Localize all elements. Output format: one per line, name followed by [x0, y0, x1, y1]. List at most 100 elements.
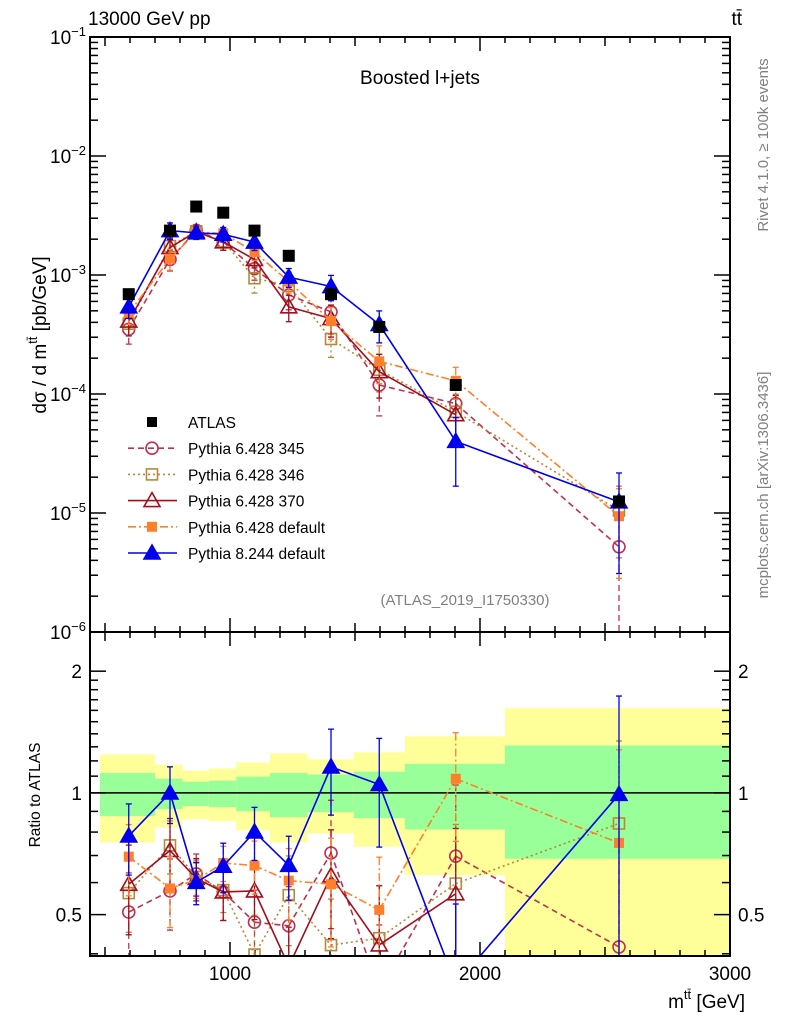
analysis-label: (ATLAS_2019_I1750330): [380, 592, 549, 609]
inner-band-bin: [270, 772, 308, 818]
x-tick-label: 1000: [209, 964, 251, 985]
ratio-series-line: [128, 766, 620, 956]
ratio-point: [326, 879, 336, 890]
y-tick-label: 10−4: [50, 381, 86, 406]
source-info-text: mcplots.cern.ch [arXiv:1306.3436]: [755, 372, 772, 599]
legend-marker: [147, 521, 157, 532]
legend-marker: [145, 441, 159, 456]
data-point: [186, 223, 206, 240]
ratio-point: [245, 822, 264, 839]
ratio-point: [446, 884, 466, 901]
x-tick-label: 3000: [709, 964, 751, 985]
series-line: [128, 231, 620, 517]
y-tick-label: 10−1: [50, 24, 86, 49]
legend-item: ATLAS: [147, 415, 236, 432]
x-label-unit: [GeV]: [691, 992, 745, 1013]
y-tick-exponent: −6: [71, 619, 86, 634]
atlas-data: [122, 200, 625, 508]
ratio-panel-frame: [89, 631, 731, 957]
ratio-point: [374, 904, 385, 915]
atlas-point: [164, 224, 176, 237]
y-label-sup: tt̄: [25, 336, 40, 344]
inner-band-bin: [405, 763, 505, 830]
y-tick-label: 10−3: [50, 262, 86, 287]
ratio-axis-label: Ratio to ATLAS: [27, 743, 44, 848]
data-point: [165, 253, 175, 264]
y-tick-base: 10: [50, 266, 71, 287]
legend-label: Pythia 6.428 345: [188, 441, 304, 458]
ratio-tick-label-right: 0.5: [738, 906, 764, 927]
data-point: [245, 249, 264, 267]
x-label-sup: tt̄: [684, 987, 692, 1002]
ratio-tick-label-left: 1: [71, 784, 82, 805]
ratio-point: [369, 935, 389, 952]
legend-label: ATLAS: [188, 415, 236, 432]
data-point: [446, 431, 466, 449]
ratio-point: [450, 773, 461, 784]
y-tick-base: 10: [50, 147, 71, 168]
y-label-unit: [pb/GeV]: [30, 256, 51, 336]
data-point: [369, 362, 389, 379]
ratio-uncertainty-bands: [100, 708, 730, 956]
svg-text:dσ / d mtt̄ [pb/GeV]: dσ / d mtt̄ [pb/GeV]: [25, 256, 51, 413]
y-tick-exponent: −2: [71, 143, 86, 158]
series-line: [128, 230, 620, 512]
y-tick-exponent: −5: [71, 500, 86, 515]
ratio-label: Ratio to ATLAS: [27, 743, 44, 848]
legend-marker: [145, 468, 159, 481]
data-point: [279, 267, 299, 284]
ratio-point: [213, 882, 233, 899]
ratio-point: [321, 757, 341, 774]
y-tick-exponent: −3: [71, 262, 86, 277]
atlas-point: [248, 224, 261, 237]
ratio-point: [369, 774, 389, 792]
inner-band-bin: [182, 781, 209, 807]
source-info: mcplots.cern.ch [arXiv:1306.3436]: [755, 372, 772, 599]
main-panel-frame: [89, 36, 731, 633]
series-line: [128, 229, 620, 503]
data-point: [279, 297, 299, 314]
beam-label: 13000 GeV pp: [88, 9, 211, 30]
ratio-tick-label-right: 1: [738, 784, 749, 805]
x-axis-label: mtt̄ [GeV]: [668, 987, 745, 1013]
ratio-point: [248, 948, 261, 956]
ratio-tick-label-left: 2: [71, 662, 82, 683]
atlas-point: [449, 379, 462, 392]
inner-band-bin: [100, 772, 155, 817]
y-tick-exponent: −4: [71, 381, 86, 396]
ratio-series-line: [128, 822, 620, 955]
ratio-series-line: [128, 852, 620, 956]
process-label: tt̄: [731, 9, 742, 30]
legend-item: Pythia 6.428 345: [128, 441, 304, 458]
ratio-point: [245, 881, 264, 898]
ratio-series-4: [119, 695, 629, 956]
legend-item: Pythia 6.428 346: [128, 467, 304, 484]
atlas-point: [217, 206, 230, 219]
legend-marker: [147, 417, 157, 427]
legend-label: Pythia 6.428 346: [188, 467, 304, 484]
x-tick-label: 2000: [459, 964, 501, 985]
inner-band-bin: [236, 776, 270, 812]
atlas-point: [373, 320, 386, 333]
ratio-point: [609, 784, 629, 802]
atlas-point: [613, 495, 625, 508]
ratio-panel-marks: [90, 695, 730, 956]
y-tick-exponent: −1: [71, 24, 86, 39]
main-panel-marks: [119, 200, 629, 632]
legend-item: Pythia 8.244 default: [128, 543, 326, 563]
ratio-point: [160, 783, 180, 800]
y-tick-base: 10: [50, 28, 71, 49]
legend-label: Pythia 6.428 370: [188, 494, 305, 511]
y-tick-label: 10−6: [50, 619, 86, 644]
rivet-info: Rivet 4.1.0, ≥ 100k events: [755, 58, 772, 231]
legend-marker: [142, 490, 162, 508]
y-tick-base: 10: [50, 385, 71, 406]
ratio-tick-label-right: 2: [738, 662, 749, 683]
legend-label: Pythia 6.428 default: [188, 520, 326, 537]
y-tick-base: 10: [50, 623, 71, 644]
ratio-point: [186, 872, 206, 890]
legend: ATLAS Pythia 6.428 345 Pythia 6.428 346 Pyt…: [128, 415, 326, 563]
ratio-tick-label-left: 0.5: [56, 906, 82, 927]
